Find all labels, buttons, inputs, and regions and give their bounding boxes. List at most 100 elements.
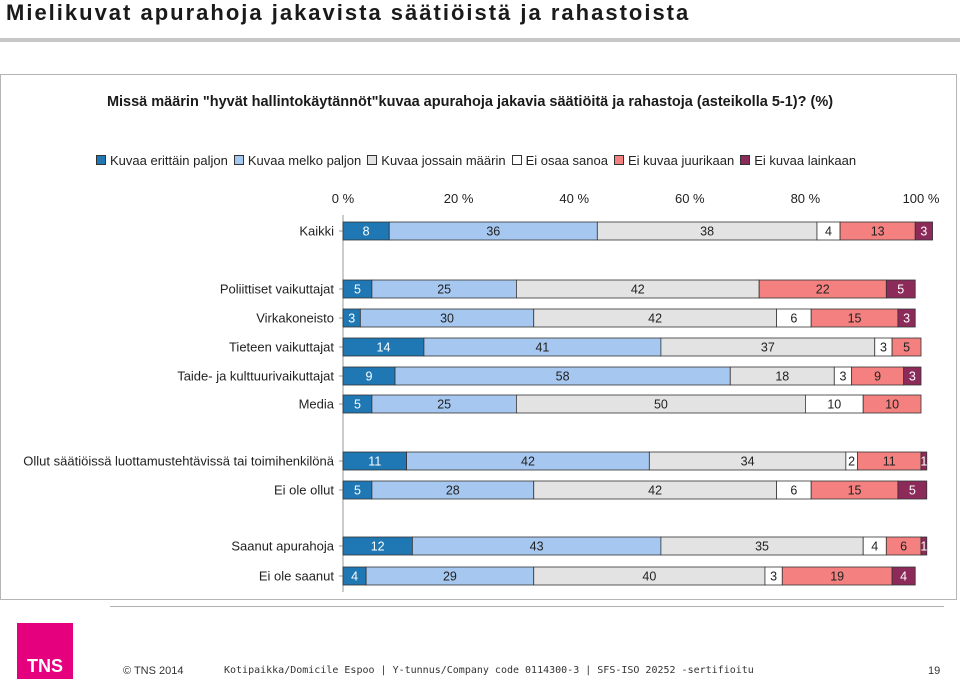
data-label-9-5: 4 xyxy=(900,570,907,584)
data-label-9-4: 19 xyxy=(830,570,844,584)
data-label-7-4: 15 xyxy=(848,484,862,498)
legend-item-2: Kuvaa jossain määrin xyxy=(367,153,506,168)
data-label-5-3: 10 xyxy=(827,398,841,412)
legend-swatch-4 xyxy=(613,155,624,165)
data-label-0-2: 38 xyxy=(700,225,714,239)
x-tick-label-0: 0 % xyxy=(332,191,355,206)
data-label-9-0: 4 xyxy=(351,570,358,584)
data-label-8-3: 4 xyxy=(871,540,878,554)
data-label-4-5: 3 xyxy=(909,370,916,384)
data-label-6-2: 34 xyxy=(741,455,755,469)
chart-legend: Kuvaa erittäin paljon Kuvaa melko paljon K… xyxy=(96,153,862,168)
data-label-8-4: 6 xyxy=(900,540,907,554)
tns-logo: TNS xyxy=(17,623,73,679)
bar-segment-8-5 xyxy=(920,536,928,556)
data-label-2-4: 15 xyxy=(848,312,862,326)
bar-segment-3-4 xyxy=(891,337,922,357)
data-label-7-1: 28 xyxy=(446,484,460,498)
legend-swatch-3 xyxy=(511,155,522,165)
data-label-9-2: 40 xyxy=(642,570,656,584)
title-divider xyxy=(0,38,960,42)
bar-segment-9-5 xyxy=(891,566,916,586)
slide-title: Mielikuvat apurahoja jakavista säätiöist… xyxy=(6,0,691,25)
legend-item-3: Ei osaa sanoa xyxy=(511,153,608,168)
bar-segment-5-4 xyxy=(862,394,922,414)
data-label-2-5: 3 xyxy=(903,312,910,326)
data-label-0-4: 13 xyxy=(871,225,885,239)
x-tick-label-1: 20 % xyxy=(444,191,474,206)
bar-segment-1-5 xyxy=(885,279,916,299)
x-tick-label-5: 100 % xyxy=(903,191,940,206)
data-label-1-2: 42 xyxy=(631,283,645,297)
legend-label-2: Kuvaa jossain määrin xyxy=(381,153,506,168)
data-label-1-5: 5 xyxy=(897,283,904,297)
data-label-5-1: 25 xyxy=(437,398,451,412)
legend-item-5: Ei kuvaa lainkaan xyxy=(740,153,856,168)
data-label-2-0: 3 xyxy=(348,312,355,326)
data-label-0-5: 3 xyxy=(920,225,927,239)
category-label-8: Saanut apurahoja xyxy=(231,539,334,554)
data-label-0-0: 8 xyxy=(363,225,370,239)
data-label-3-1: 41 xyxy=(535,341,549,355)
data-label-2-1: 30 xyxy=(440,312,454,326)
x-tick-label-2: 40 % xyxy=(559,191,589,206)
bar-segment-2-5 xyxy=(897,308,916,328)
data-label-4-3: 3 xyxy=(839,370,846,384)
chart-frame xyxy=(0,74,957,600)
data-label-1-0: 5 xyxy=(354,283,361,297)
tns-logo-text: TNS xyxy=(27,656,63,676)
category-label-6: Ollut säätiöissä luottamustehtävissä tai… xyxy=(23,454,334,469)
data-label-7-2: 42 xyxy=(648,484,662,498)
data-label-8-5: 1 xyxy=(920,540,927,554)
category-label-4: Taide- ja kulttuurivaikuttajat xyxy=(177,369,334,384)
data-label-6-0: 11 xyxy=(368,455,381,469)
data-label-9-3: 3 xyxy=(770,570,777,584)
legend-swatch-2 xyxy=(367,155,378,165)
data-label-4-4: 9 xyxy=(874,370,881,384)
data-label-0-3: 4 xyxy=(825,225,832,239)
x-tick-label-4: 80 % xyxy=(791,191,821,206)
category-label-9: Ei ole saanut xyxy=(259,569,335,584)
data-label-2-3: 6 xyxy=(790,312,797,326)
footer-company-info: Kotipaikka/Domicile Espoo | Y-tunnus/Com… xyxy=(224,665,754,676)
footer-divider xyxy=(110,606,944,607)
bar-segment-4-5 xyxy=(903,366,922,386)
data-label-6-1: 42 xyxy=(521,455,535,469)
data-label-9-1: 29 xyxy=(443,570,457,584)
footer-copyright: © TNS 2014 xyxy=(123,665,184,677)
legend-swatch-1 xyxy=(233,155,244,165)
data-label-1-1: 25 xyxy=(437,283,451,297)
legend-label-0: Kuvaa erittäin paljon xyxy=(110,153,228,168)
data-label-8-2: 35 xyxy=(755,540,769,554)
data-label-6-4: 11 xyxy=(883,455,896,469)
data-label-3-0: 14 xyxy=(377,341,391,355)
category-label-2: Virkakoneisto xyxy=(256,311,334,326)
category-label-1: Poliittiset vaikuttajat xyxy=(220,282,335,297)
bar-segment-6-5 xyxy=(920,451,928,471)
data-label-4-2: 18 xyxy=(775,370,789,384)
data-label-2-2: 42 xyxy=(648,312,662,326)
legend-label-3: Ei osaa sanoa xyxy=(525,153,608,168)
data-label-5-4: 10 xyxy=(885,398,899,412)
bar-segment-7-5 xyxy=(897,480,928,500)
legend-item-1: Kuvaa melko paljon xyxy=(233,153,361,168)
legend-swatch-5 xyxy=(740,155,751,165)
data-label-4-0: 9 xyxy=(366,370,373,384)
category-label-3: Tieteen vaikuttajat xyxy=(229,340,334,355)
x-tick-label-3: 60 % xyxy=(675,191,705,206)
data-label-8-0: 12 xyxy=(371,540,385,554)
category-label-5: Media xyxy=(299,397,335,412)
data-label-3-4: 5 xyxy=(903,341,910,355)
legend-item-4: Ei kuvaa juurikaan xyxy=(613,153,734,168)
data-label-7-3: 6 xyxy=(790,484,797,498)
category-label-0: Kaikki xyxy=(299,224,334,239)
legend-item-0: Kuvaa erittäin paljon xyxy=(96,153,228,168)
data-label-3-2: 37 xyxy=(761,341,775,355)
data-label-4-1: 58 xyxy=(556,370,570,384)
data-label-7-0: 5 xyxy=(354,484,361,498)
category-label-7: Ei ole ollut xyxy=(274,483,334,498)
legend-label-5: Ei kuvaa lainkaan xyxy=(754,153,857,168)
data-label-6-3: 2 xyxy=(848,455,855,469)
data-label-3-3: 3 xyxy=(880,341,887,355)
